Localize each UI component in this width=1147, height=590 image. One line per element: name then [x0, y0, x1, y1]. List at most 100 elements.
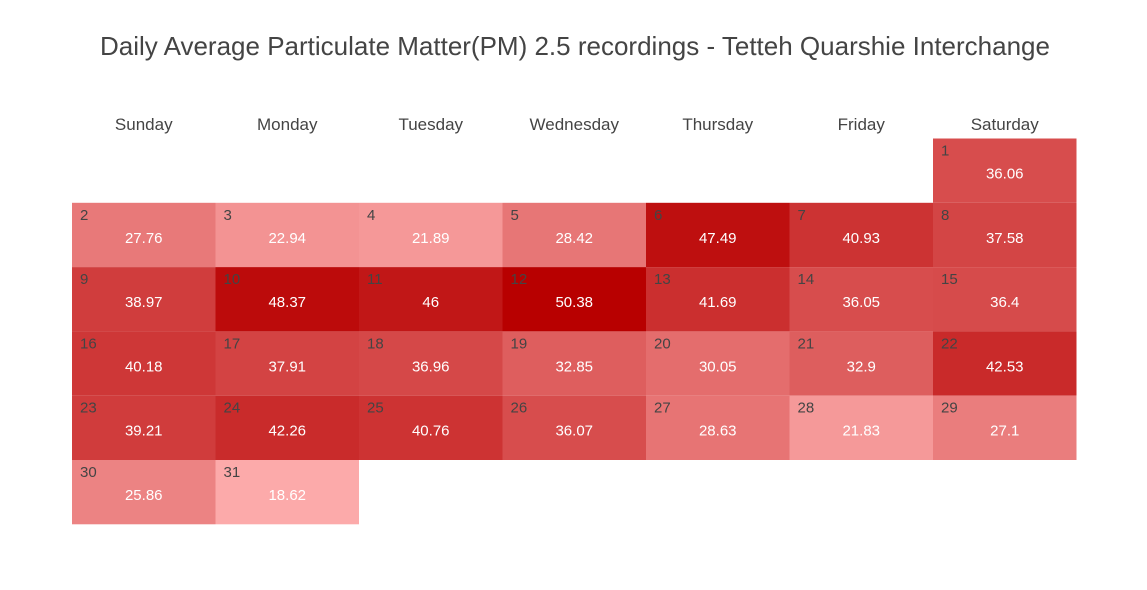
calendar-cell: 25 40.76 — [359, 395, 503, 460]
weekday-header-friday: Friday — [838, 115, 886, 134]
heatmap-cell — [359, 395, 503, 460]
calendar-cell: 23 39.21 — [72, 395, 216, 460]
day-number: 7 — [798, 207, 806, 224]
cell-value-label: 46 — [422, 294, 439, 311]
day-number: 2 — [80, 207, 88, 224]
cell-value-label: 21.89 — [412, 230, 450, 247]
cell-value-label: 25.86 — [125, 487, 163, 504]
cell-value-label: 27.76 — [125, 230, 163, 247]
cell-value-label: 27.1 — [990, 423, 1019, 440]
calendar-cell: 13 41.69 — [646, 267, 790, 332]
calendar-cell: 31 18.62 — [215, 460, 359, 525]
calendar-cell: 30 25.86 — [72, 460, 216, 525]
calendar-cell: 136.06 — [933, 138, 1077, 203]
day-number: 12 — [511, 271, 528, 288]
heatmap-cell — [646, 395, 790, 460]
calendar-cell: 322.94 — [215, 202, 359, 268]
day-number: 17 — [224, 335, 241, 352]
heatmap-cell — [646, 202, 790, 268]
day-number: 15 — [941, 271, 958, 288]
calendar-cell: 21 32.9 — [789, 331, 933, 396]
heatmap-cell — [359, 267, 503, 332]
cell-value-label: 36.06 — [986, 166, 1024, 183]
calendar-cell: 15 36.4 — [933, 267, 1077, 332]
calendar-cell: 837.58 — [933, 202, 1077, 268]
calendar-cell: 10 48.37 — [215, 267, 359, 332]
calendar-cell: 17 37.91 — [215, 331, 359, 396]
calendar-cell: 16 40.18 — [72, 331, 216, 396]
calendar-cell: 29 27.1 — [933, 395, 1077, 460]
calendar-cell: 22 42.53 — [933, 331, 1077, 396]
calendar-cell: 421.89 — [359, 202, 503, 268]
cell-value-label: 36.05 — [842, 294, 880, 311]
day-number: 31 — [224, 464, 241, 481]
cell-value-label: 32.9 — [847, 358, 876, 375]
heatmap-cell — [933, 138, 1077, 203]
heatmap-cell — [502, 202, 646, 268]
day-number: 13 — [654, 271, 671, 288]
calendar-cell: 647.49 — [646, 202, 790, 268]
day-number: 29 — [941, 400, 958, 417]
day-number: 5 — [511, 207, 519, 224]
calendar-cell: 20 30.05 — [646, 331, 790, 396]
heatmap-cell — [933, 395, 1077, 460]
calendar-cell: 19 32.85 — [502, 331, 646, 396]
day-number: 22 — [941, 335, 958, 352]
day-number: 28 — [798, 400, 815, 417]
weekday-header-wednesday: Wednesday — [530, 115, 620, 134]
day-number: 10 — [224, 271, 241, 288]
calendar-cell: 26 36.07 — [502, 395, 646, 460]
cell-value-label: 28.42 — [555, 230, 593, 247]
cell-value-label: 36.07 — [555, 423, 593, 440]
heatmap-cell — [72, 331, 216, 396]
day-number: 25 — [367, 400, 384, 417]
heatmap-cell — [72, 460, 216, 525]
heatmap-cell — [933, 331, 1077, 396]
heatmap-cell — [215, 267, 359, 332]
heatmap-cell — [646, 331, 790, 396]
cell-value-label: 18.62 — [268, 487, 306, 504]
cell-value-label: 38.97 — [125, 294, 163, 311]
heatmap-cell — [215, 395, 359, 460]
heatmap-cell — [72, 202, 216, 268]
day-number: 18 — [367, 335, 384, 352]
cell-value-label: 40.76 — [412, 423, 450, 440]
day-number: 6 — [654, 207, 662, 224]
cell-value-label: 21.83 — [842, 423, 880, 440]
cell-value-label: 22.94 — [268, 230, 306, 247]
calendar-cell: 938.97 — [72, 267, 216, 332]
calendar-cell: 740.93 — [789, 202, 933, 268]
heatmap-cell — [502, 267, 646, 332]
day-number: 24 — [224, 400, 241, 417]
cell-value-label: 37.58 — [986, 230, 1024, 247]
cell-value-label: 36.4 — [990, 294, 1019, 311]
cell-value-label: 42.53 — [986, 358, 1024, 375]
calendar-cell: 11 46 — [359, 267, 503, 332]
calendar-cell: 528.42 — [502, 202, 646, 268]
day-number: 3 — [224, 207, 232, 224]
weekday-headers: Sunday Monday Tuesday Wednesday Thursday Frid… — [115, 115, 1039, 134]
heatmap-cell — [933, 267, 1077, 332]
cell-value-label: 50.38 — [555, 294, 593, 311]
cell-value-label: 47.49 — [699, 230, 737, 247]
day-number: 4 — [367, 207, 375, 224]
heatmap-cell — [646, 267, 790, 332]
weekday-header-thursday: Thursday — [682, 115, 753, 134]
calendar-cells: 136.06227.76322.94421.89528.42647.49740.… — [72, 138, 1077, 525]
heatmap-cell — [789, 395, 933, 460]
heatmap-cell — [359, 331, 503, 396]
heatmap-cell — [215, 202, 359, 268]
heatmap-cell — [502, 395, 646, 460]
day-number: 19 — [511, 335, 528, 352]
day-number: 20 — [654, 335, 671, 352]
heatmap-cell — [215, 331, 359, 396]
day-number: 26 — [511, 400, 528, 417]
heatmap-cell — [502, 331, 646, 396]
cell-value-label: 41.69 — [699, 294, 737, 311]
calendar-cell: 14 36.05 — [789, 267, 933, 332]
day-number: 21 — [798, 335, 815, 352]
day-number: 14 — [798, 271, 815, 288]
cell-value-label: 32.85 — [555, 358, 593, 375]
day-number: 8 — [941, 207, 949, 224]
